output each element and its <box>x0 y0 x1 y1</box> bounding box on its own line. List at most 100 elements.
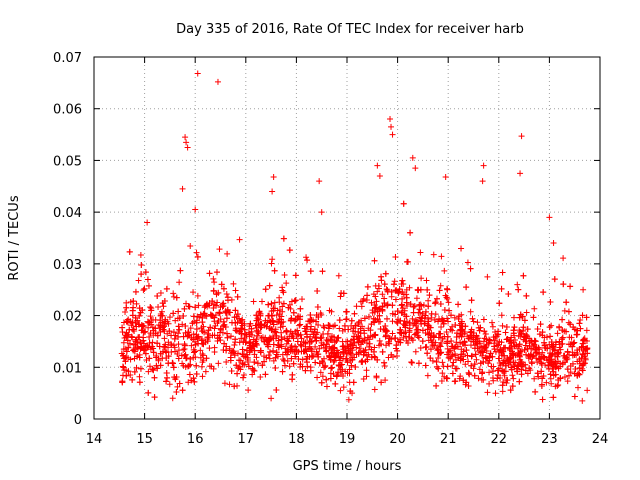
y-tick-label: 0.07 <box>53 51 82 66</box>
data-point <box>157 290 164 297</box>
data-point <box>197 347 204 354</box>
data-point <box>532 345 539 352</box>
data-point <box>389 330 396 337</box>
data-point <box>463 284 470 291</box>
data-point <box>381 359 388 366</box>
data-point <box>522 342 529 349</box>
data-point <box>539 349 546 356</box>
data-point <box>199 336 206 343</box>
data-point <box>266 355 273 362</box>
data-point <box>142 269 149 276</box>
data-point <box>383 342 390 349</box>
data-point <box>170 290 177 297</box>
data-point <box>326 307 333 314</box>
data-point <box>137 365 144 372</box>
data-point <box>339 373 346 380</box>
data-point <box>297 341 304 348</box>
data-point <box>463 379 470 386</box>
data-point <box>579 351 586 358</box>
data-point <box>192 354 199 361</box>
data-point <box>240 374 247 381</box>
data-point <box>561 374 568 381</box>
data-point <box>462 361 469 368</box>
data-point <box>540 354 547 361</box>
data-point <box>509 372 516 379</box>
data-point <box>120 346 127 353</box>
data-point <box>284 351 291 358</box>
data-point <box>163 285 170 292</box>
data-point <box>579 340 586 347</box>
data-point <box>293 347 300 354</box>
data-point <box>228 350 235 357</box>
data-point <box>343 308 350 315</box>
data-point <box>449 343 456 350</box>
data-point <box>389 131 396 138</box>
data-point <box>141 285 148 292</box>
data-point <box>384 315 391 322</box>
y-tick-label: 0.03 <box>53 258 82 273</box>
data-point <box>388 351 395 358</box>
data-point <box>310 352 317 359</box>
data-point <box>582 345 589 352</box>
data-point <box>176 380 183 387</box>
data-point <box>299 356 306 363</box>
data-point <box>245 363 252 370</box>
data-point <box>526 335 533 342</box>
data-point <box>426 330 433 337</box>
data-point <box>580 361 587 368</box>
data-point <box>286 247 293 254</box>
data-point <box>465 358 472 365</box>
data-point <box>571 370 578 377</box>
data-point <box>456 375 463 382</box>
data-point <box>441 267 448 274</box>
data-point <box>306 345 313 352</box>
data-point <box>500 359 507 366</box>
data-point <box>175 355 182 362</box>
data-point <box>377 318 384 325</box>
data-point <box>468 297 475 304</box>
data-point <box>448 312 455 319</box>
data-point <box>206 302 213 309</box>
data-point <box>164 374 171 381</box>
data-point <box>378 277 385 284</box>
data-point <box>480 162 487 169</box>
data-point <box>399 295 406 302</box>
data-point <box>157 350 164 357</box>
data-point <box>162 318 169 325</box>
data-point <box>550 394 557 401</box>
data-point <box>315 351 322 358</box>
data-point <box>176 279 183 286</box>
data-point <box>263 354 270 361</box>
data-point <box>437 330 444 337</box>
data-point <box>302 339 309 346</box>
data-point <box>371 319 378 326</box>
data-point <box>265 338 272 345</box>
data-point <box>518 366 525 373</box>
data-point <box>381 300 388 307</box>
data-point <box>246 349 253 356</box>
data-point <box>247 320 254 327</box>
data-point <box>220 318 227 325</box>
data-point <box>317 369 324 376</box>
data-point <box>151 374 158 381</box>
data-point <box>524 326 531 333</box>
data-point <box>384 288 391 295</box>
data-point <box>536 356 543 363</box>
data-point <box>190 375 197 382</box>
data-point <box>537 321 544 328</box>
data-point <box>234 293 241 300</box>
data-point <box>213 269 220 276</box>
data-point <box>378 379 385 386</box>
data-point <box>146 355 153 362</box>
data-point <box>538 368 545 375</box>
data-point <box>521 317 528 324</box>
data-point <box>574 327 581 334</box>
data-point <box>189 320 196 327</box>
data-point <box>146 363 153 370</box>
data-point <box>573 331 580 338</box>
data-point <box>503 324 510 331</box>
data-point <box>524 346 531 353</box>
x-tick-label: 17 <box>238 432 255 447</box>
data-point <box>131 368 138 375</box>
data-point <box>557 346 564 353</box>
